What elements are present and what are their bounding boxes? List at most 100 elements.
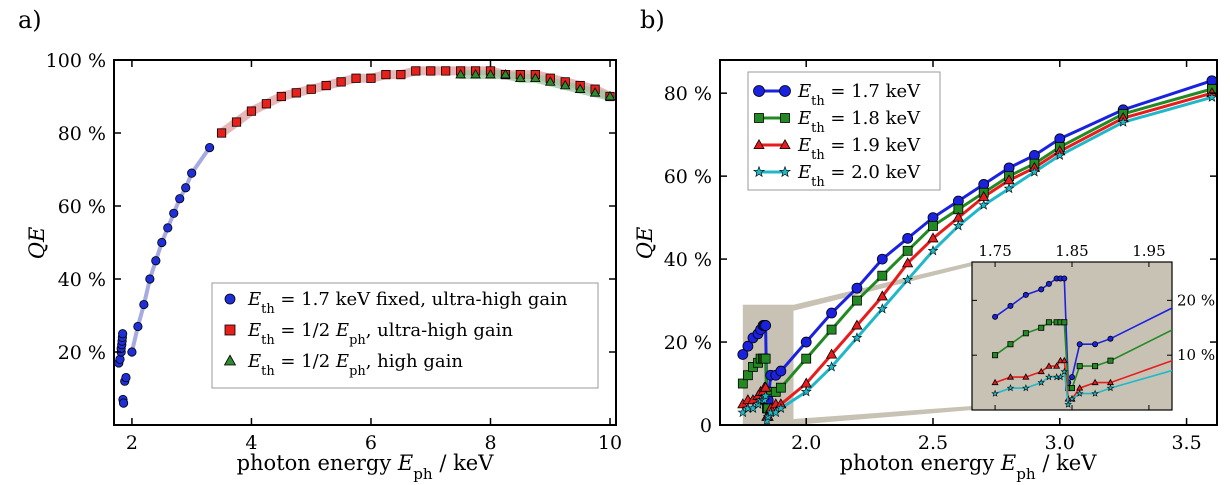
data-point-b-1 [826, 324, 837, 335]
inset-point-2 [1045, 362, 1053, 369]
inset-point-1 [1185, 320, 1190, 325]
x-tick-label-a: 8 [484, 432, 496, 454]
panel-b-zoom-connectors [793, 262, 972, 425]
data-point-a-2 [500, 68, 511, 79]
data-point-a-1 [336, 77, 346, 87]
inset-point-3 [1064, 400, 1072, 408]
panel-a-x-axis-title: photon energy Eph / keV [237, 451, 495, 483]
inset-x-tick-label: 1.75 [978, 242, 1011, 260]
legend-marker-b-3 [779, 165, 791, 178]
data-point-a-2 [574, 83, 586, 93]
panel-a-frame [113, 59, 617, 426]
data-point-b-0 [775, 365, 787, 377]
inset-point-3 [1022, 384, 1030, 392]
inset-point-2 [1006, 373, 1015, 380]
data-point-a-1 [306, 84, 316, 94]
data-point-b-0 [902, 232, 914, 244]
data-point-a-2 [470, 68, 481, 79]
legend-label-b-part: = 2.0 keV [825, 162, 921, 183]
data-point-a-1 [216, 128, 227, 138]
panel-b-y-axis-title: QE [633, 227, 657, 260]
inset-point-1 [1107, 357, 1114, 364]
legend-marker-b-1 [780, 113, 790, 123]
inset-point-3 [1091, 389, 1099, 397]
inset-point-1 [1076, 363, 1083, 370]
data-point-a-1 [321, 80, 331, 91]
data-point-b-2 [851, 319, 863, 330]
legend-label-a-part: , high gain [366, 351, 464, 372]
legend-label-b-part: E [797, 162, 811, 183]
data-point-a-2 [604, 90, 616, 101]
x-axis-title-a-part: E [397, 451, 413, 475]
legend-marker-a-2 [223, 354, 237, 366]
legend-label-b: Eth = 1.9 keV [797, 135, 921, 163]
legend-label-a-part: E [247, 320, 261, 341]
chart-panel-b: 2.0 2.5 3.0 3.5 0 20 % 40 % 60 % 80 % Eth = 1.7 … [633, 59, 1218, 483]
inset-point-1 [1007, 341, 1014, 348]
x-tick-label-a: 2 [126, 432, 138, 454]
panel-a-legend: Eth = 1.7 keV fixed, ultra-high gainEth … [211, 282, 599, 389]
data-point-b-1 [737, 378, 748, 389]
legend-label-a-part: E [247, 289, 261, 310]
x-tick-label-b: 3.0 [1045, 432, 1075, 454]
y-tick-label-b: 0 [700, 415, 712, 437]
panel-b-ticks: 2.0 2.5 3.0 3.5 0 20 % 40 % 60 % 80 % [664, 60, 1217, 454]
x-tick-label-b: 2.0 [791, 432, 821, 454]
legend-label-b-part: = 1.8 keV [825, 108, 921, 129]
data-point-b-3 [760, 390, 772, 401]
inset-point-0 [1107, 335, 1114, 342]
x-tick-label-a: 4 [245, 432, 257, 454]
inset-point-1 [1038, 324, 1045, 331]
inset-point-2 [1022, 373, 1030, 380]
legend-marker-a-1 [224, 324, 236, 336]
data-point-b-1 [877, 270, 888, 281]
x-tick-label-b: 2.5 [918, 432, 948, 454]
inset-point-2 [1091, 378, 1099, 386]
data-point-a-0 [133, 321, 143, 332]
data-point-a-0 [118, 398, 129, 408]
legend-label-b: Eth = 1.8 keV [797, 108, 921, 136]
legend-label-a-part: ph [349, 364, 366, 379]
legend-label-a-part: , ultra-high gain [366, 320, 514, 341]
inset-point-0 [1076, 341, 1083, 348]
y-tick-label-a: 80 % [58, 123, 106, 145]
data-point-a-1 [291, 88, 301, 98]
data-point-a-1 [231, 117, 242, 127]
legend-label-a-part: th [261, 333, 275, 348]
legend-label-b-part: th [811, 121, 825, 136]
data-point-b-3 [927, 245, 939, 256]
legend-marker-b-0 [779, 85, 791, 97]
data-point-b-3 [1054, 149, 1066, 160]
legend-marker-a-0 [224, 293, 236, 305]
data-point-a-0 [181, 183, 191, 193]
data-point-a-0 [139, 299, 149, 310]
x-axis-title-a-part: / keV [433, 451, 495, 475]
inset-point-0 [1022, 291, 1029, 298]
panel-b-frame [719, 59, 1218, 426]
legend-label-a: Eth = 1.7 keV fixed, ultra-high gain [247, 289, 568, 317]
data-point-a-2 [544, 76, 556, 86]
inset-point-2 [1053, 362, 1061, 369]
data-point-a-1 [426, 66, 436, 76]
data-point-b-3 [826, 361, 837, 372]
x-tick-label-b: 3.5 [1171, 432, 1201, 454]
legend-label-a-part: E [335, 320, 349, 341]
inset-point-1 [992, 352, 999, 359]
inset-x-tick-label: 1.85 [1055, 242, 1088, 260]
data-point-a-0 [121, 372, 131, 383]
x-axis-title-a-part: photon energy [237, 451, 398, 475]
inset-point-0 [1092, 341, 1099, 348]
panel-a-marks [114, 66, 616, 408]
data-point-b-0 [851, 282, 863, 294]
inset-point-2 [1060, 356, 1068, 364]
data-point-b-3 [851, 332, 863, 343]
inset-point-2 [991, 378, 999, 386]
inset-point-0 [1038, 286, 1045, 293]
legend-label-b-part: th [811, 148, 825, 163]
inset-point-0 [1045, 280, 1052, 287]
data-point-b-1 [928, 221, 938, 231]
data-point-b-3 [902, 274, 914, 285]
data-point-a-0 [163, 223, 173, 233]
